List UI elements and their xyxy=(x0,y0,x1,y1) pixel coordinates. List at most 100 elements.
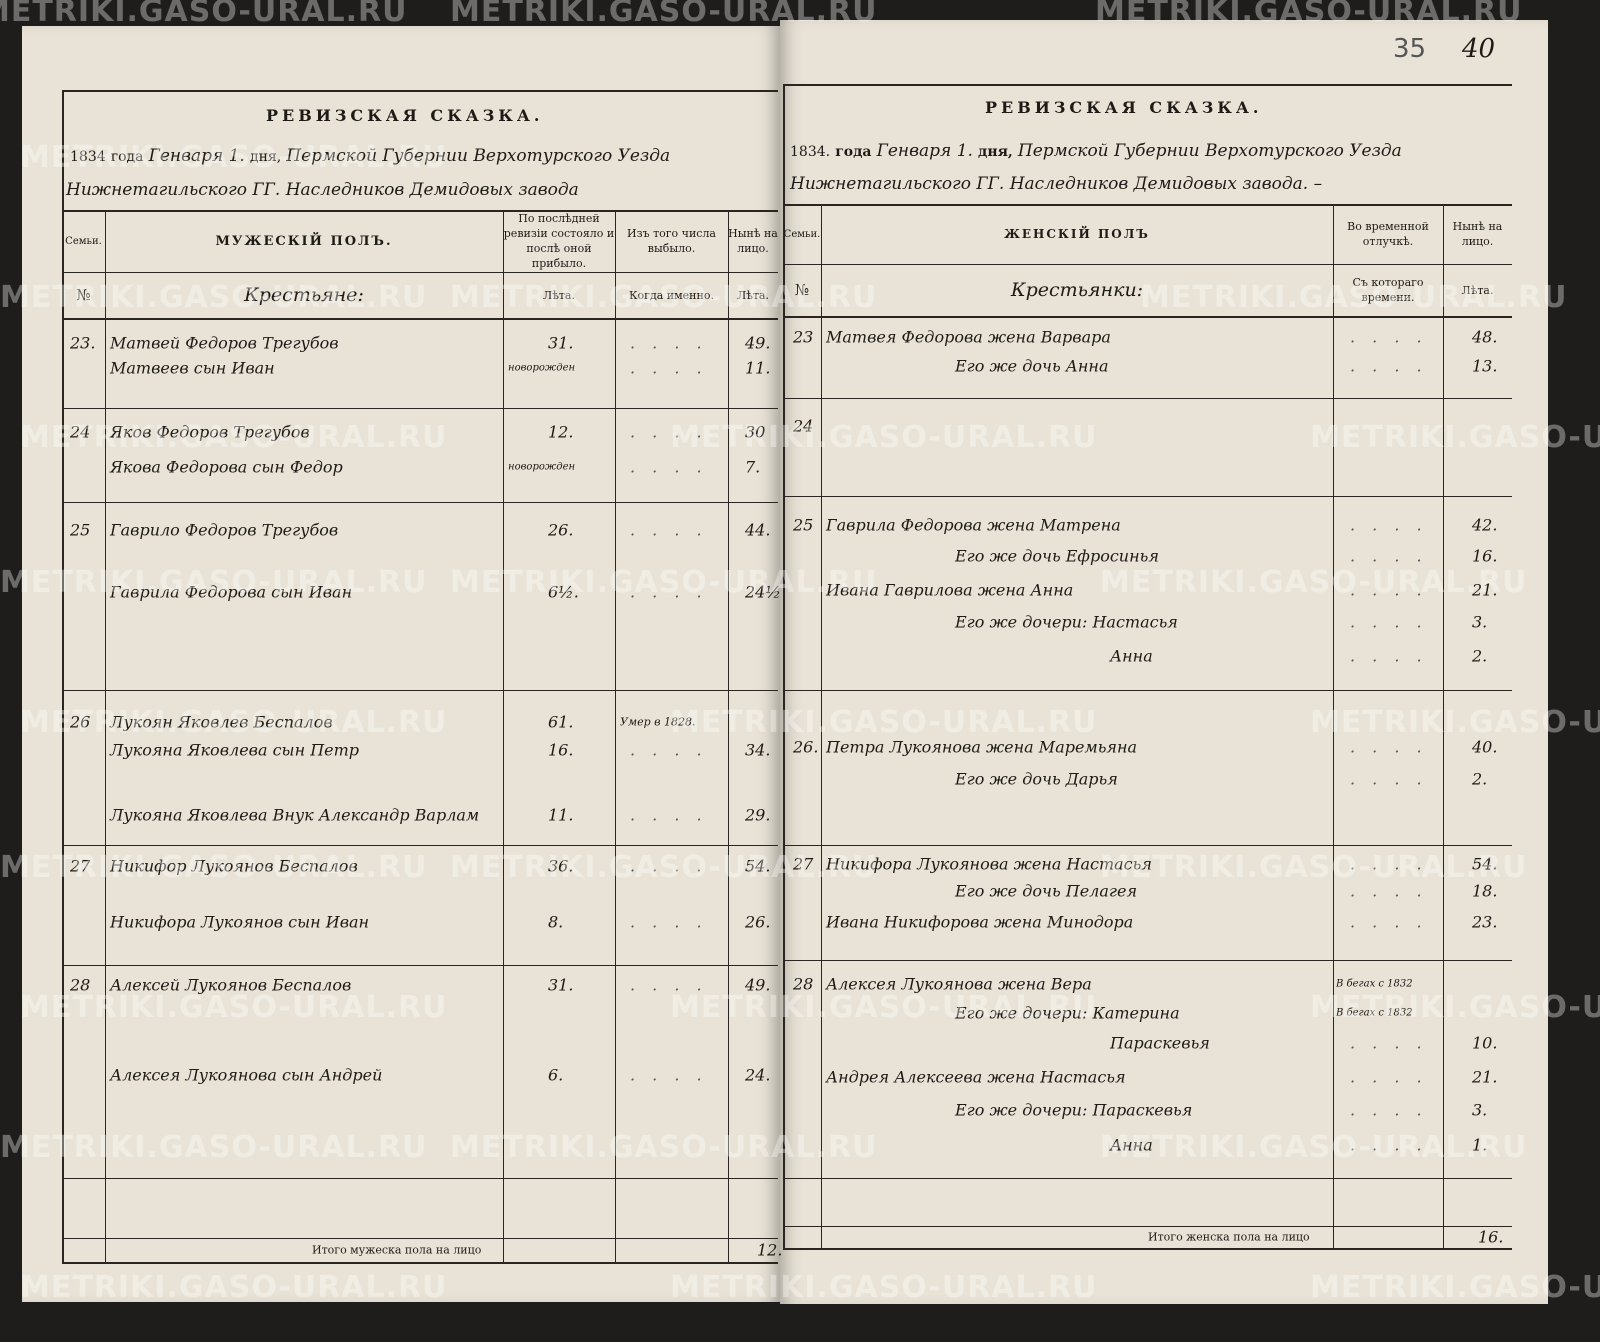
person-name: Гаврила Федорова жена Матрена xyxy=(826,515,1121,535)
person-name: Анна xyxy=(1110,646,1153,666)
left-title: РЕВИЗСКАЯ СКАЗКА. xyxy=(266,106,544,125)
person-name: Ивана Никифорова жена Минодора xyxy=(826,912,1134,932)
dotted-filler: . . . . xyxy=(1350,854,1428,874)
present-age: 24. xyxy=(745,1065,771,1085)
present-age: 2. xyxy=(1472,769,1488,789)
dotted-filler: . . . . xyxy=(1350,612,1428,632)
last-revision-age: 31. xyxy=(548,333,574,353)
place-line-1: Пермской Губернии Верхотурского Уезда xyxy=(1017,141,1402,161)
table-top-rule xyxy=(783,84,1512,86)
header-present: Нынѣ на лицо. xyxy=(728,227,778,255)
column-rule xyxy=(821,204,822,1248)
family-number: 23 xyxy=(793,327,814,347)
header-estate: Крестьяне: xyxy=(244,283,364,306)
dotted-filler: . . . . xyxy=(630,358,708,378)
right-title: РЕВИЗСКАЯ СКАЗКА. xyxy=(985,98,1263,117)
family-divider xyxy=(62,408,778,409)
present-age: 7. xyxy=(745,457,761,477)
right-date-line: 1834. года Генваря 1. дня, Пермской Губе… xyxy=(790,141,1402,161)
column-rule xyxy=(503,210,504,1262)
present-age: 21. xyxy=(1472,580,1498,600)
dotted-filler: . . . . xyxy=(1350,356,1428,376)
dotted-filler: . . . . xyxy=(630,912,708,932)
family-number: 24 xyxy=(793,416,814,436)
person-name: Его же дочери: Настасья xyxy=(955,612,1178,632)
person-name: Матвеев сын Иван xyxy=(110,358,275,378)
watermark: METRIKI.GASO-URAL.RU xyxy=(0,0,408,29)
column-rule xyxy=(1333,204,1334,1248)
last-revision-age: 36. xyxy=(548,856,574,876)
present-age: 11. xyxy=(745,358,771,378)
dotted-filler: . . . . xyxy=(630,740,708,760)
family-divider xyxy=(783,960,1512,961)
header-absence: Во временной отлучкѣ. xyxy=(1347,220,1429,248)
departed-note: Умер в 1828. xyxy=(620,715,696,729)
present-age: 40. xyxy=(1472,737,1498,757)
last-revision-age: 11. xyxy=(548,805,574,825)
dotted-filler: . . . . xyxy=(630,856,708,876)
header-section: МУЖЕСКІЙ ПОЛЪ. xyxy=(215,233,393,249)
table-left-rule xyxy=(783,84,785,1250)
left-page xyxy=(22,26,780,1302)
person-name: Его же дочери: Катерина xyxy=(955,1003,1180,1023)
dotted-filler: . . . . xyxy=(630,805,708,825)
dotted-filler: . . . . xyxy=(630,333,708,353)
present-age: 3. xyxy=(1472,612,1488,632)
person-name: Лукоян Яковлев Беспалов xyxy=(110,712,333,732)
absence-note: В бегах с 1832 xyxy=(1336,978,1413,990)
header-years-2: Лѣта. xyxy=(737,288,769,302)
dotted-filler: . . . . xyxy=(1350,580,1428,600)
total-label: Итого женска пола на лицо xyxy=(1148,1230,1310,1244)
header-since: Съ котораго времени. xyxy=(1352,276,1424,304)
family-divider xyxy=(62,502,778,503)
family-divider xyxy=(783,398,1512,399)
dotted-filler: . . . . xyxy=(1350,1135,1428,1155)
dotted-filler: . . . . xyxy=(1350,546,1428,566)
header-rule xyxy=(62,210,778,212)
table-left-rule xyxy=(62,90,64,1264)
person-name: Алексей Лукоянов Беспалов xyxy=(110,975,352,995)
present-age: 26. xyxy=(745,912,771,932)
present-age: 3. xyxy=(1472,1100,1488,1120)
dotted-filler: . . . . xyxy=(630,422,708,442)
dotted-filler: . . . . xyxy=(630,975,708,995)
last-revision-age: новорожден xyxy=(508,362,576,374)
rule-line xyxy=(62,272,778,273)
right-place-line-2: Нижнетагильского ГГ. Наследников Демидов… xyxy=(790,174,1323,194)
rule-line xyxy=(62,318,778,320)
family-number: 26 xyxy=(70,712,91,732)
present-age: 49. xyxy=(745,333,771,353)
person-name: Никифор Лукоянов Беспалов xyxy=(110,856,358,876)
family-divider xyxy=(62,690,778,691)
present-age: 44. xyxy=(745,520,771,540)
header-years: Лѣта. xyxy=(543,288,575,302)
header-family: Семьи. xyxy=(783,228,821,240)
person-name: Его же дочь Ефросинья xyxy=(955,546,1159,566)
last-revision-age: 12. xyxy=(548,422,574,442)
person-name: Алексея Лукоянова сын Андрей xyxy=(110,1065,383,1085)
month: Генваря 1. xyxy=(148,146,245,166)
dotted-filler: . . . . xyxy=(630,1065,708,1085)
person-name: Матвея Федорова жена Варвара xyxy=(826,327,1111,347)
day-word: дня, xyxy=(978,144,1013,160)
column-rule xyxy=(615,210,616,1262)
header-years: Лѣта. xyxy=(1461,283,1494,297)
person-name: Якова Федорова сын Федор xyxy=(110,457,343,477)
person-name: Лукояна Яковлева сын Петр xyxy=(110,740,360,760)
present-age: 34. xyxy=(745,740,771,760)
family-divider xyxy=(783,496,1512,497)
family-number: 24 xyxy=(70,422,91,442)
column-rule xyxy=(105,210,106,1262)
dotted-filler: . . . . xyxy=(1350,1033,1428,1053)
year: 1834. xyxy=(790,144,831,160)
last-revision-age: 8. xyxy=(548,912,564,932)
column-rule xyxy=(1443,204,1444,1248)
header-number: № xyxy=(794,280,810,299)
present-age: 48. xyxy=(1472,327,1498,347)
table-top-rule xyxy=(62,90,778,92)
column-rule xyxy=(728,210,729,1262)
last-revision-age: 6½. xyxy=(548,582,579,602)
dotted-filler: . . . . xyxy=(630,520,708,540)
dotted-filler: . . . . xyxy=(630,582,708,602)
